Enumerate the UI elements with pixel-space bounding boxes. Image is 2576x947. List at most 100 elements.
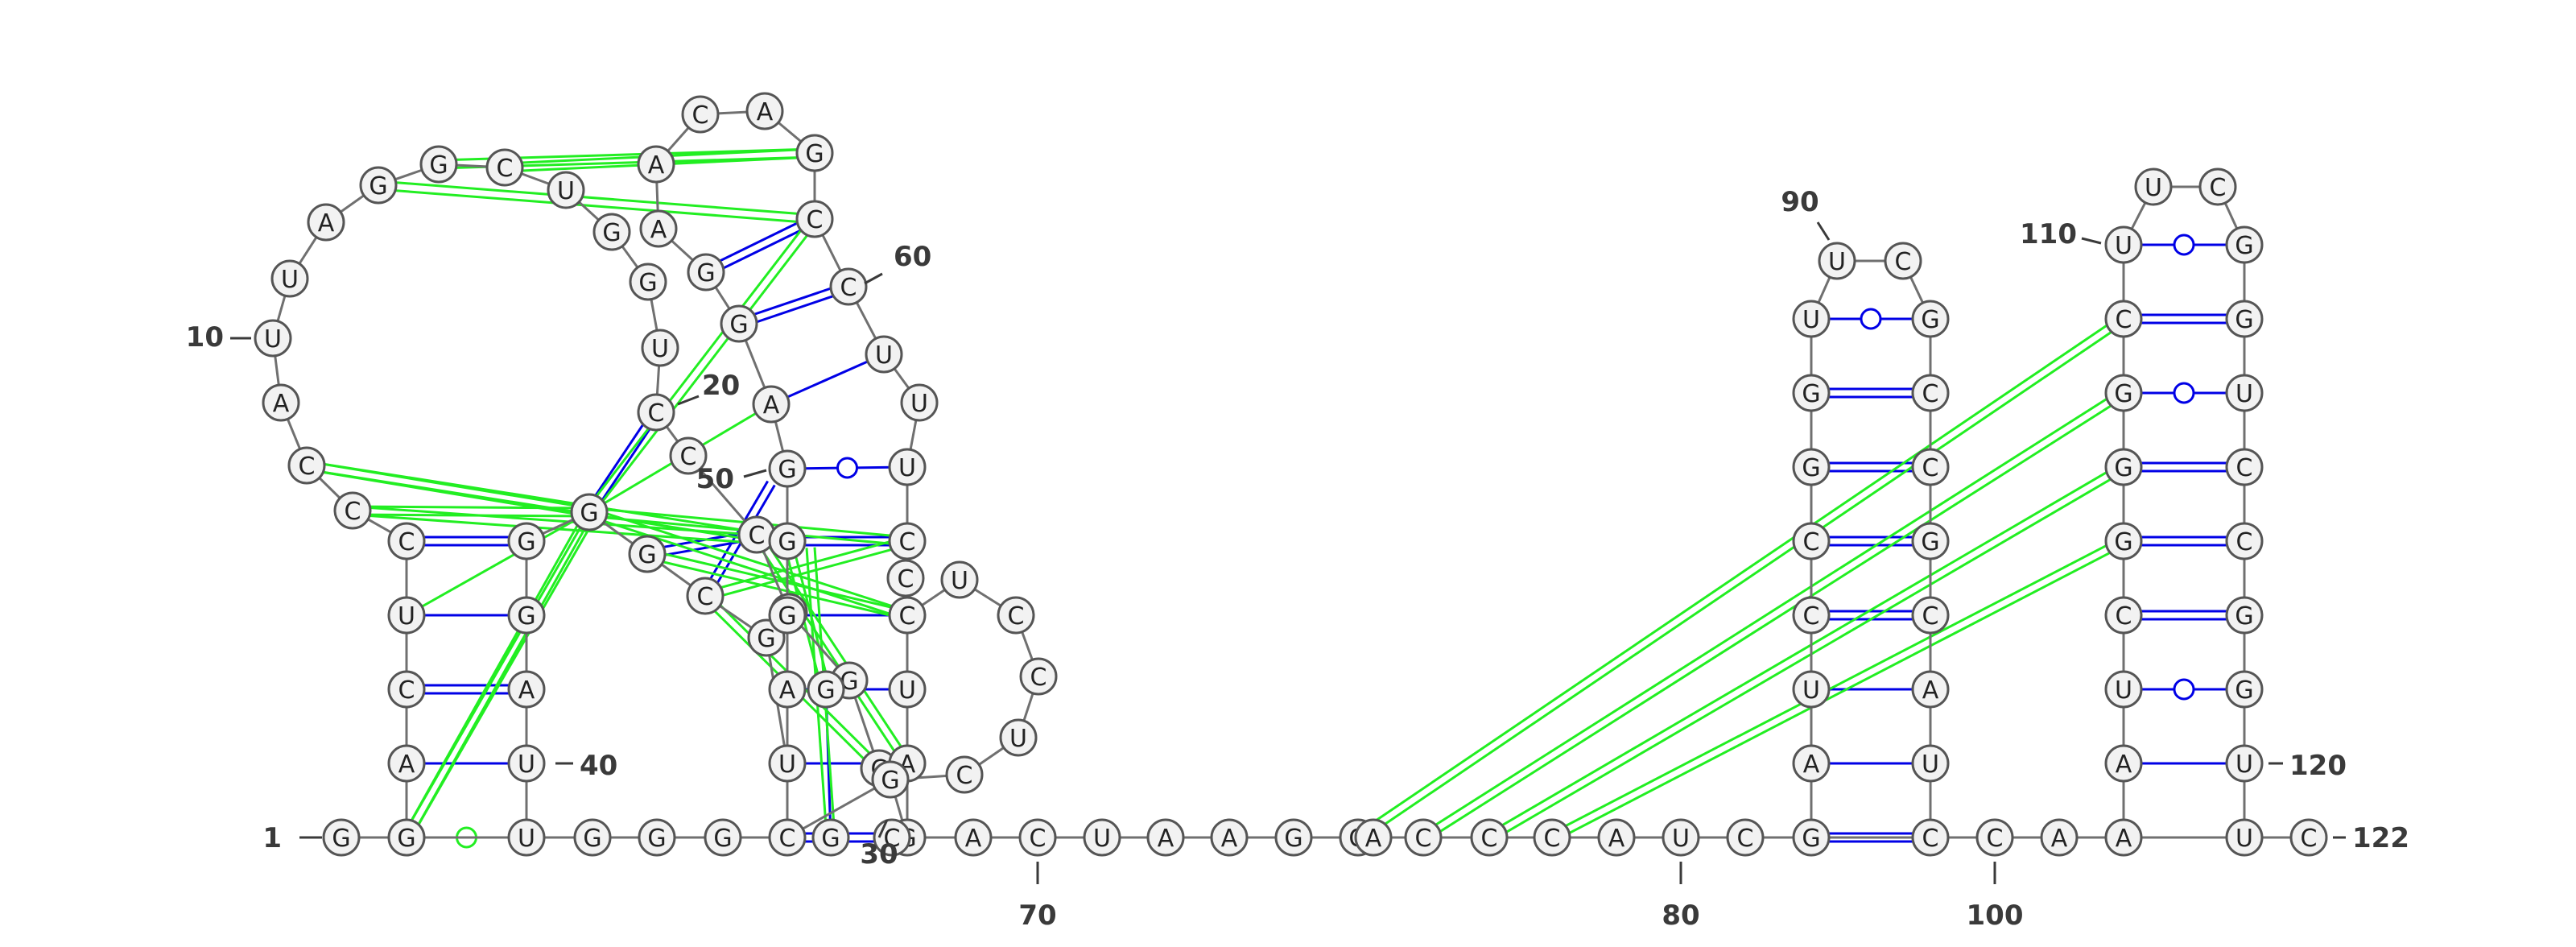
nucleotide-letter: C [1803, 602, 1820, 631]
nucleotide: G [795, 134, 834, 172]
nucleotide: C [1533, 818, 1571, 857]
nucleotide-circle [333, 491, 372, 530]
nucleotide: G [1911, 522, 1950, 560]
nucleotide-letter: G [713, 825, 732, 853]
nucleotide-circle [720, 304, 758, 343]
nucleotide-circle [768, 522, 807, 560]
nucleotide: C [669, 436, 708, 475]
pair-line [307, 460, 789, 539]
nucleotide-circle [2104, 818, 2143, 857]
nucleotide-letter: A [273, 390, 290, 418]
nucleotide-letter: C [648, 399, 665, 428]
nucleotide: U [1662, 818, 1700, 857]
nucleotide-circle [2104, 596, 2143, 635]
nucleotide-letter: C [345, 498, 361, 526]
nucleotide-circle [1818, 242, 1856, 280]
nucleotide: G [2225, 596, 2264, 635]
nucleotide: G [768, 596, 807, 635]
nucleotide-letter: U [898, 454, 916, 482]
nucleotide-circle [270, 259, 309, 298]
position-label: 20 [702, 370, 740, 402]
nucleotide-circle [387, 818, 426, 857]
nucleotide: U [2225, 818, 2264, 857]
nucleotide-circle [829, 267, 868, 306]
pair-line [352, 513, 787, 547]
nucleotide-letter: G [2235, 602, 2253, 631]
nucleotide-circle [637, 145, 675, 184]
nucleotide-circle [811, 818, 850, 857]
nucleotide-circle [507, 670, 546, 709]
nucleotide: G [720, 304, 758, 343]
nucleotide-letter: G [778, 528, 796, 556]
nucleotide: G [687, 253, 725, 292]
nucleotide-circle [1274, 818, 1313, 857]
nucleotide: G [628, 535, 667, 573]
nucleotide-circle [954, 818, 993, 857]
nucleotide-letter: G [2114, 380, 2132, 408]
nucleotide-circle [1911, 522, 1950, 560]
pair-line [704, 536, 907, 593]
nucleotide: U [254, 319, 292, 358]
nucleotide: A [1210, 818, 1249, 857]
nucleotide: C [2289, 818, 2328, 857]
nucleotide-letter: C [2210, 174, 2227, 202]
nucleotide: U [2225, 374, 2264, 412]
nucleotide: G [2104, 448, 2143, 486]
nucleotide: C [1018, 818, 1057, 857]
nucleotide-circle [2040, 818, 2079, 857]
pair-line [406, 511, 590, 617]
nucleotide-circle [1911, 818, 1950, 857]
nucleotide-circle [2104, 225, 2143, 264]
position-label: 110 [2020, 218, 2077, 250]
nucleotide-letter: A [650, 216, 667, 244]
nucleotide-circle [888, 448, 927, 486]
nucleotide-letter: U [1009, 725, 1027, 753]
nucleotide-circle [752, 385, 791, 424]
nucleotide: G [573, 818, 612, 857]
nucleotide: A [639, 209, 678, 248]
nucleotide-letter: U [518, 751, 535, 779]
nucleotide: U [999, 718, 1038, 757]
nucleotide-circle [2225, 448, 2264, 486]
nucleotide: C [945, 755, 984, 794]
nucleotide: U [1818, 242, 1856, 280]
nucleotide: G [768, 449, 807, 488]
nucleotide-letter: C [1803, 528, 1820, 556]
backbone-segment [2122, 185, 2246, 837]
nucleotide-circle [997, 596, 1035, 635]
nucleotide-letter: U [264, 325, 282, 354]
pair-line [591, 221, 819, 515]
nucleotide-letter: C [1922, 602, 1939, 631]
nucleotide: A [954, 818, 993, 857]
nucleotide: C [2104, 596, 2143, 635]
nucleotide-letter: U [518, 825, 535, 853]
nucleotide-circle [768, 744, 807, 783]
nucleotide-circle [1470, 818, 1509, 857]
nucleotide-circle [485, 148, 524, 187]
nucleotide-letter: C [749, 522, 766, 550]
nucleotide: U [2104, 225, 2143, 264]
nucleotide-circle [592, 213, 631, 251]
nucleotide: G [1792, 448, 1831, 486]
nucleotide-letter: A [763, 391, 780, 420]
nucleotide: U [2104, 670, 2143, 709]
nucleotide-letter: C [398, 676, 415, 705]
nucleotide-circle [945, 755, 984, 794]
nucleotide-circle [1019, 657, 1058, 696]
nucleotide-circle [1146, 818, 1185, 857]
nucleotide-circle [768, 449, 807, 488]
nucleotide-letter: C [2301, 825, 2318, 853]
nucleotide-circle [1911, 744, 1950, 783]
nucleotide-letter: U [898, 676, 916, 705]
nucleotide-letter: G [602, 219, 621, 247]
nucleotide-letter: U [1828, 248, 1846, 276]
nucleotide: U [768, 744, 807, 783]
nucleotide-circle [807, 670, 845, 709]
nucleotide-letter: U [1093, 825, 1111, 853]
nucleotide-circle [307, 203, 345, 242]
nucleotide: U [387, 596, 426, 635]
nucleotide-letter: A [965, 825, 982, 853]
nucleotide-circle [795, 134, 834, 172]
nucleotide-circle [573, 818, 612, 857]
nucleotide: C [1884, 242, 1922, 280]
